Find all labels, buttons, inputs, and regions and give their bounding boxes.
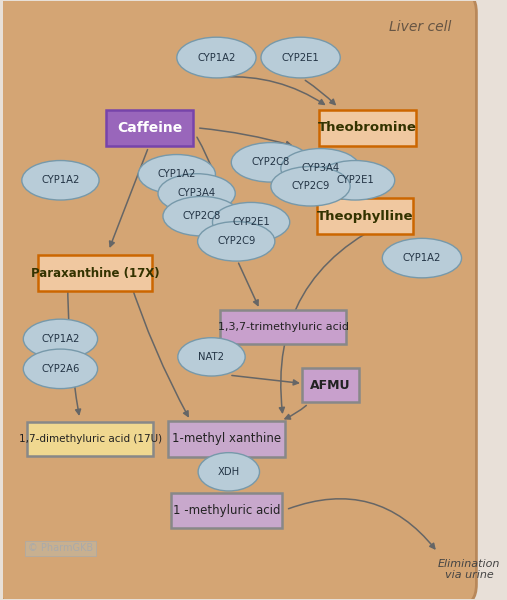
Text: XDH: XDH bbox=[218, 467, 240, 477]
Ellipse shape bbox=[198, 452, 260, 491]
Ellipse shape bbox=[163, 196, 240, 236]
Text: CYP2C9: CYP2C9 bbox=[292, 181, 330, 191]
Ellipse shape bbox=[212, 202, 289, 242]
Text: Elimination
via urine: Elimination via urine bbox=[438, 559, 500, 580]
FancyBboxPatch shape bbox=[27, 422, 153, 456]
Text: CYP2C9: CYP2C9 bbox=[217, 236, 256, 247]
Ellipse shape bbox=[315, 161, 395, 200]
Ellipse shape bbox=[22, 161, 99, 200]
Text: Paraxanthine (17X): Paraxanthine (17X) bbox=[31, 266, 159, 280]
Ellipse shape bbox=[231, 143, 310, 182]
FancyBboxPatch shape bbox=[317, 198, 413, 234]
Text: CYP2C8: CYP2C8 bbox=[183, 211, 221, 221]
Ellipse shape bbox=[158, 173, 235, 213]
Ellipse shape bbox=[271, 167, 350, 206]
Ellipse shape bbox=[23, 349, 97, 389]
Ellipse shape bbox=[177, 37, 256, 78]
Text: NAT2: NAT2 bbox=[198, 352, 225, 362]
Text: CYP1A2: CYP1A2 bbox=[403, 253, 441, 263]
FancyBboxPatch shape bbox=[168, 421, 284, 457]
Text: 1,3,7-trimethyluric acid: 1,3,7-trimethyluric acid bbox=[218, 322, 349, 332]
Ellipse shape bbox=[138, 155, 215, 194]
FancyBboxPatch shape bbox=[319, 110, 416, 146]
Text: CYP2E1: CYP2E1 bbox=[232, 217, 270, 227]
Ellipse shape bbox=[382, 238, 461, 278]
Ellipse shape bbox=[198, 221, 275, 261]
Text: 1,7-dimethyluric acid (17U): 1,7-dimethyluric acid (17U) bbox=[19, 434, 162, 444]
Ellipse shape bbox=[281, 149, 360, 188]
FancyBboxPatch shape bbox=[106, 110, 193, 146]
Text: Caffeine: Caffeine bbox=[117, 121, 182, 134]
Text: CYP2E1: CYP2E1 bbox=[282, 53, 319, 62]
Text: CYP1A2: CYP1A2 bbox=[158, 169, 196, 179]
Text: CYP2E1: CYP2E1 bbox=[336, 175, 374, 185]
Text: CYP1A2: CYP1A2 bbox=[41, 334, 80, 344]
FancyBboxPatch shape bbox=[302, 368, 359, 403]
FancyBboxPatch shape bbox=[220, 310, 346, 344]
Text: CYP2C8: CYP2C8 bbox=[252, 157, 290, 167]
Text: Liver cell: Liver cell bbox=[389, 20, 452, 34]
Text: AFMU: AFMU bbox=[310, 379, 350, 392]
FancyBboxPatch shape bbox=[0, 0, 477, 600]
FancyBboxPatch shape bbox=[38, 255, 152, 291]
Text: Theobromine: Theobromine bbox=[318, 121, 417, 134]
Text: Theophylline: Theophylline bbox=[317, 209, 413, 223]
Text: CYP1A2: CYP1A2 bbox=[41, 175, 80, 185]
Text: 1-methyl xanthine: 1-methyl xanthine bbox=[172, 433, 281, 445]
Text: CYP1A2: CYP1A2 bbox=[197, 53, 236, 62]
Ellipse shape bbox=[178, 338, 245, 376]
Ellipse shape bbox=[23, 319, 97, 359]
Text: CYP2A6: CYP2A6 bbox=[41, 364, 80, 374]
Text: CYP3A4: CYP3A4 bbox=[177, 188, 215, 199]
Text: CYP3A4: CYP3A4 bbox=[301, 163, 340, 173]
Text: 1 -methyluric acid: 1 -methyluric acid bbox=[172, 504, 280, 517]
Text: © PharmGKB: © PharmGKB bbox=[28, 544, 93, 553]
Ellipse shape bbox=[261, 37, 340, 78]
FancyBboxPatch shape bbox=[171, 493, 282, 528]
